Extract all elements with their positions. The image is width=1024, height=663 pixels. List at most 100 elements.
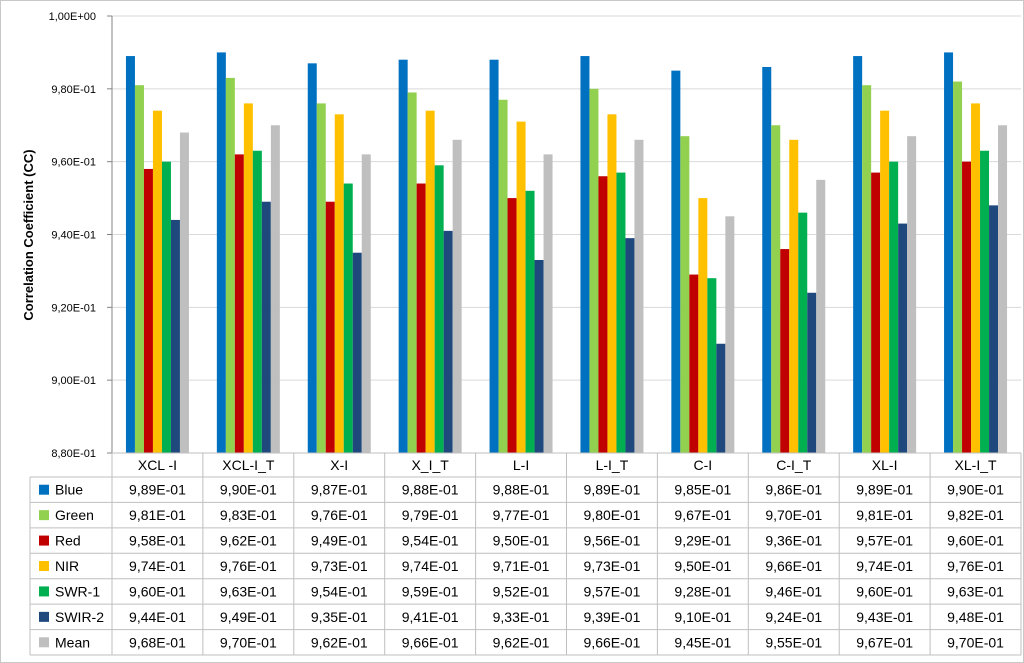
bar-blue bbox=[307, 63, 317, 453]
bar-blue bbox=[853, 56, 863, 453]
data-table-cell: 9,57E-01 bbox=[856, 533, 913, 549]
bar-blue bbox=[398, 59, 408, 453]
legend-label: NIR bbox=[55, 558, 79, 574]
bar-swir-2 bbox=[261, 201, 271, 453]
data-table-cell: 9,54E-01 bbox=[402, 533, 459, 549]
category-label: L-I_T bbox=[596, 457, 629, 473]
data-table-cell: 9,62E-01 bbox=[493, 634, 550, 650]
data-table-cell: 9,66E-01 bbox=[765, 558, 822, 574]
bar-red bbox=[689, 274, 699, 453]
bar-mean bbox=[816, 179, 826, 453]
category-label: X-I bbox=[330, 457, 348, 473]
data-table-cell: 9,43E-01 bbox=[856, 609, 913, 625]
data-table-cell: 9,90E-01 bbox=[947, 482, 1004, 498]
data-table-cell: 9,60E-01 bbox=[129, 583, 186, 599]
bar-swr-1 bbox=[343, 183, 353, 453]
bar-swir-2 bbox=[443, 230, 453, 453]
data-table-cell: 9,90E-01 bbox=[220, 482, 277, 498]
legend-label: Red bbox=[55, 533, 81, 549]
y-tick-label: 1,00E+00 bbox=[49, 11, 96, 23]
legend-swatch-nir bbox=[39, 561, 49, 571]
bar-mean bbox=[361, 154, 371, 453]
bar-green bbox=[771, 125, 781, 453]
bar-blue bbox=[944, 52, 954, 454]
data-table-cell: 9,56E-01 bbox=[584, 533, 641, 549]
bar-green bbox=[680, 136, 690, 454]
data-table-cell: 9,73E-01 bbox=[311, 558, 368, 574]
bar-blue bbox=[216, 52, 226, 454]
category-label: XL-I_T bbox=[955, 457, 997, 473]
data-table-cell: 9,87E-01 bbox=[311, 482, 368, 498]
bar-swr-1 bbox=[161, 161, 171, 453]
data-table-cell: 9,79E-01 bbox=[402, 507, 459, 523]
data-table-cell: 9,28E-01 bbox=[674, 583, 731, 599]
bar-swir-2 bbox=[352, 252, 362, 453]
y-tick-label: 9,80E-01 bbox=[51, 84, 96, 96]
data-table-cell: 9,57E-01 bbox=[584, 583, 641, 599]
data-table-cell: 9,66E-01 bbox=[402, 634, 459, 650]
bar-red bbox=[871, 172, 881, 453]
data-table-cell: 9,50E-01 bbox=[493, 533, 550, 549]
data-table-cell: 9,71E-01 bbox=[493, 558, 550, 574]
y-tick-label: 9,40E-01 bbox=[51, 230, 96, 242]
bar-red bbox=[962, 161, 972, 453]
bar-nir bbox=[516, 121, 526, 453]
data-table-cell: 9,89E-01 bbox=[856, 482, 913, 498]
legend-swatch-swr-1 bbox=[39, 586, 49, 597]
data-table-cell: 9,74E-01 bbox=[402, 558, 459, 574]
y-axis-label: Correlation Coefficient (CC) bbox=[21, 149, 36, 320]
bar-swr-1 bbox=[980, 150, 990, 453]
data-table-cell: 9,63E-01 bbox=[220, 583, 277, 599]
data-table-cell: 9,49E-01 bbox=[220, 609, 277, 625]
bar-green bbox=[316, 103, 326, 454]
data-table-cell: 9,83E-01 bbox=[220, 507, 277, 523]
bar-swir-2 bbox=[534, 259, 544, 453]
bar-mean bbox=[907, 136, 917, 454]
bar-red bbox=[598, 176, 608, 453]
data-table-cell: 9,55E-01 bbox=[765, 634, 822, 650]
data-table-cell: 9,50E-01 bbox=[674, 558, 731, 574]
bar-mean bbox=[998, 125, 1008, 453]
data-table-cell: 9,60E-01 bbox=[856, 583, 913, 599]
legend-label: Green bbox=[55, 507, 94, 523]
category-label: XCL -I bbox=[138, 457, 177, 473]
bar-red bbox=[507, 198, 517, 453]
data-table-cell: 9,39E-01 bbox=[584, 609, 641, 625]
data-table-cell: 9,89E-01 bbox=[584, 482, 641, 498]
data-table-cell: 9,70E-01 bbox=[220, 634, 277, 650]
data-table-cell: 9,63E-01 bbox=[947, 583, 1004, 599]
bars bbox=[125, 52, 1008, 454]
y-tick-label: 9,20E-01 bbox=[51, 302, 96, 314]
data-table-cell: 9,89E-01 bbox=[129, 482, 186, 498]
category-label: XL-I bbox=[872, 457, 898, 473]
data-table-cell: 9,10E-01 bbox=[674, 609, 731, 625]
data-table-cell: 9,48E-01 bbox=[947, 609, 1004, 625]
data-table-cell: 9,67E-01 bbox=[674, 507, 731, 523]
data-table-cell: 9,62E-01 bbox=[311, 634, 368, 650]
data-table-cell: 9,44E-01 bbox=[129, 609, 186, 625]
bar-swir-2 bbox=[898, 223, 908, 453]
bar-swr-1 bbox=[616, 172, 626, 453]
data-table-cell: 9,82E-01 bbox=[947, 507, 1004, 523]
legend-swatch-swir-2 bbox=[39, 611, 49, 622]
data-table-cell: 9,70E-01 bbox=[765, 507, 822, 523]
bar-mean bbox=[179, 132, 189, 454]
data-table-cell: 9,33E-01 bbox=[493, 609, 550, 625]
bar-red bbox=[234, 154, 244, 453]
y-tick-label: 8,80E-01 bbox=[51, 448, 96, 460]
data-table-cell: 9,74E-01 bbox=[129, 558, 186, 574]
data-table-cell: 9,85E-01 bbox=[674, 482, 731, 498]
legend-swatch-mean bbox=[39, 637, 49, 648]
data-table-cell: 9,59E-01 bbox=[402, 583, 459, 599]
bar-swr-1 bbox=[252, 150, 262, 453]
legend-label: Blue bbox=[55, 482, 83, 498]
bar-swir-2 bbox=[625, 238, 635, 453]
data-table-cell: 9,54E-01 bbox=[311, 583, 368, 599]
legend-label: SWR-1 bbox=[55, 583, 100, 599]
bar-green bbox=[953, 81, 963, 454]
data-table-cell: 9,73E-01 bbox=[584, 558, 641, 574]
data-table-cell: 9,24E-01 bbox=[765, 609, 822, 625]
data-table-cell: 9,81E-01 bbox=[856, 507, 913, 523]
bar-swir-2 bbox=[170, 219, 180, 453]
bar-swr-1 bbox=[707, 278, 717, 453]
